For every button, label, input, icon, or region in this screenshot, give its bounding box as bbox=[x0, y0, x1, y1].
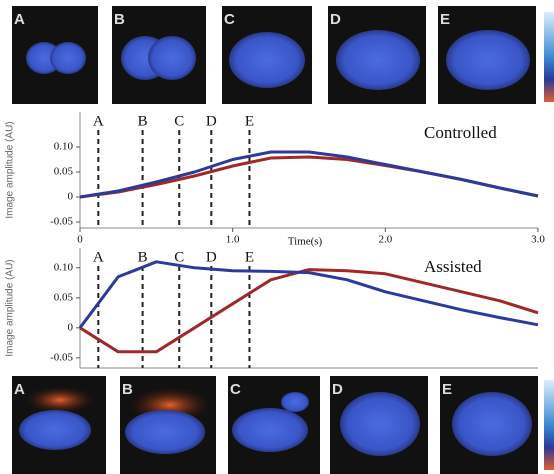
marker-label: A bbox=[93, 249, 104, 265]
marker-label: D bbox=[206, 249, 217, 265]
panel-label: E bbox=[442, 381, 452, 398]
panel-label: D bbox=[332, 381, 343, 398]
panel-label: A bbox=[14, 381, 25, 398]
panel-label: E bbox=[440, 11, 450, 28]
chart-title: Assisted bbox=[424, 257, 482, 276]
data-line bbox=[79, 268, 539, 354]
panel-label: C bbox=[224, 11, 235, 28]
y-tick-label: 0.05 bbox=[54, 291, 74, 303]
marker-label: E bbox=[245, 113, 254, 129]
x-tick-label: 0 bbox=[77, 234, 83, 246]
marker-label: C bbox=[174, 249, 184, 265]
y-tick-label: -0.05 bbox=[50, 351, 73, 363]
panel-label: C bbox=[230, 381, 241, 398]
marker-label: D bbox=[206, 113, 217, 129]
y-tick-label: -0.05 bbox=[50, 216, 73, 228]
y-tick-label: 0 bbox=[68, 191, 74, 203]
marker-label: C bbox=[174, 113, 184, 129]
panel-label: A bbox=[14, 11, 25, 28]
marker-label: B bbox=[138, 249, 148, 265]
y-tick-label: 0.10 bbox=[54, 261, 74, 273]
x-tick-label: 1.0 bbox=[226, 234, 240, 246]
image-panels bbox=[12, 6, 554, 474]
panel-label: B bbox=[114, 11, 125, 28]
data-line bbox=[79, 155, 539, 199]
y-tick-label: 0.05 bbox=[54, 166, 74, 178]
y-axis-label: Image amplitude (AU) bbox=[5, 121, 16, 218]
marker-label: B bbox=[138, 113, 148, 129]
marker-label: E bbox=[245, 249, 254, 265]
data-line bbox=[79, 150, 539, 199]
data-line bbox=[78, 260, 539, 329]
panel-label: D bbox=[330, 11, 341, 28]
panel-label: B bbox=[122, 381, 133, 398]
x-axis-label: Time(s) bbox=[288, 236, 323, 248]
chart-title: Controlled bbox=[424, 123, 497, 142]
y-axis-label: Image amplitude (AU) bbox=[5, 259, 16, 356]
x-tick-label: 3.0 bbox=[531, 234, 545, 246]
marker-label: A bbox=[93, 113, 104, 129]
y-tick-label: 0.10 bbox=[54, 141, 74, 153]
y-tick-label: 0 bbox=[68, 321, 74, 333]
x-tick-label: 2.0 bbox=[378, 234, 392, 246]
